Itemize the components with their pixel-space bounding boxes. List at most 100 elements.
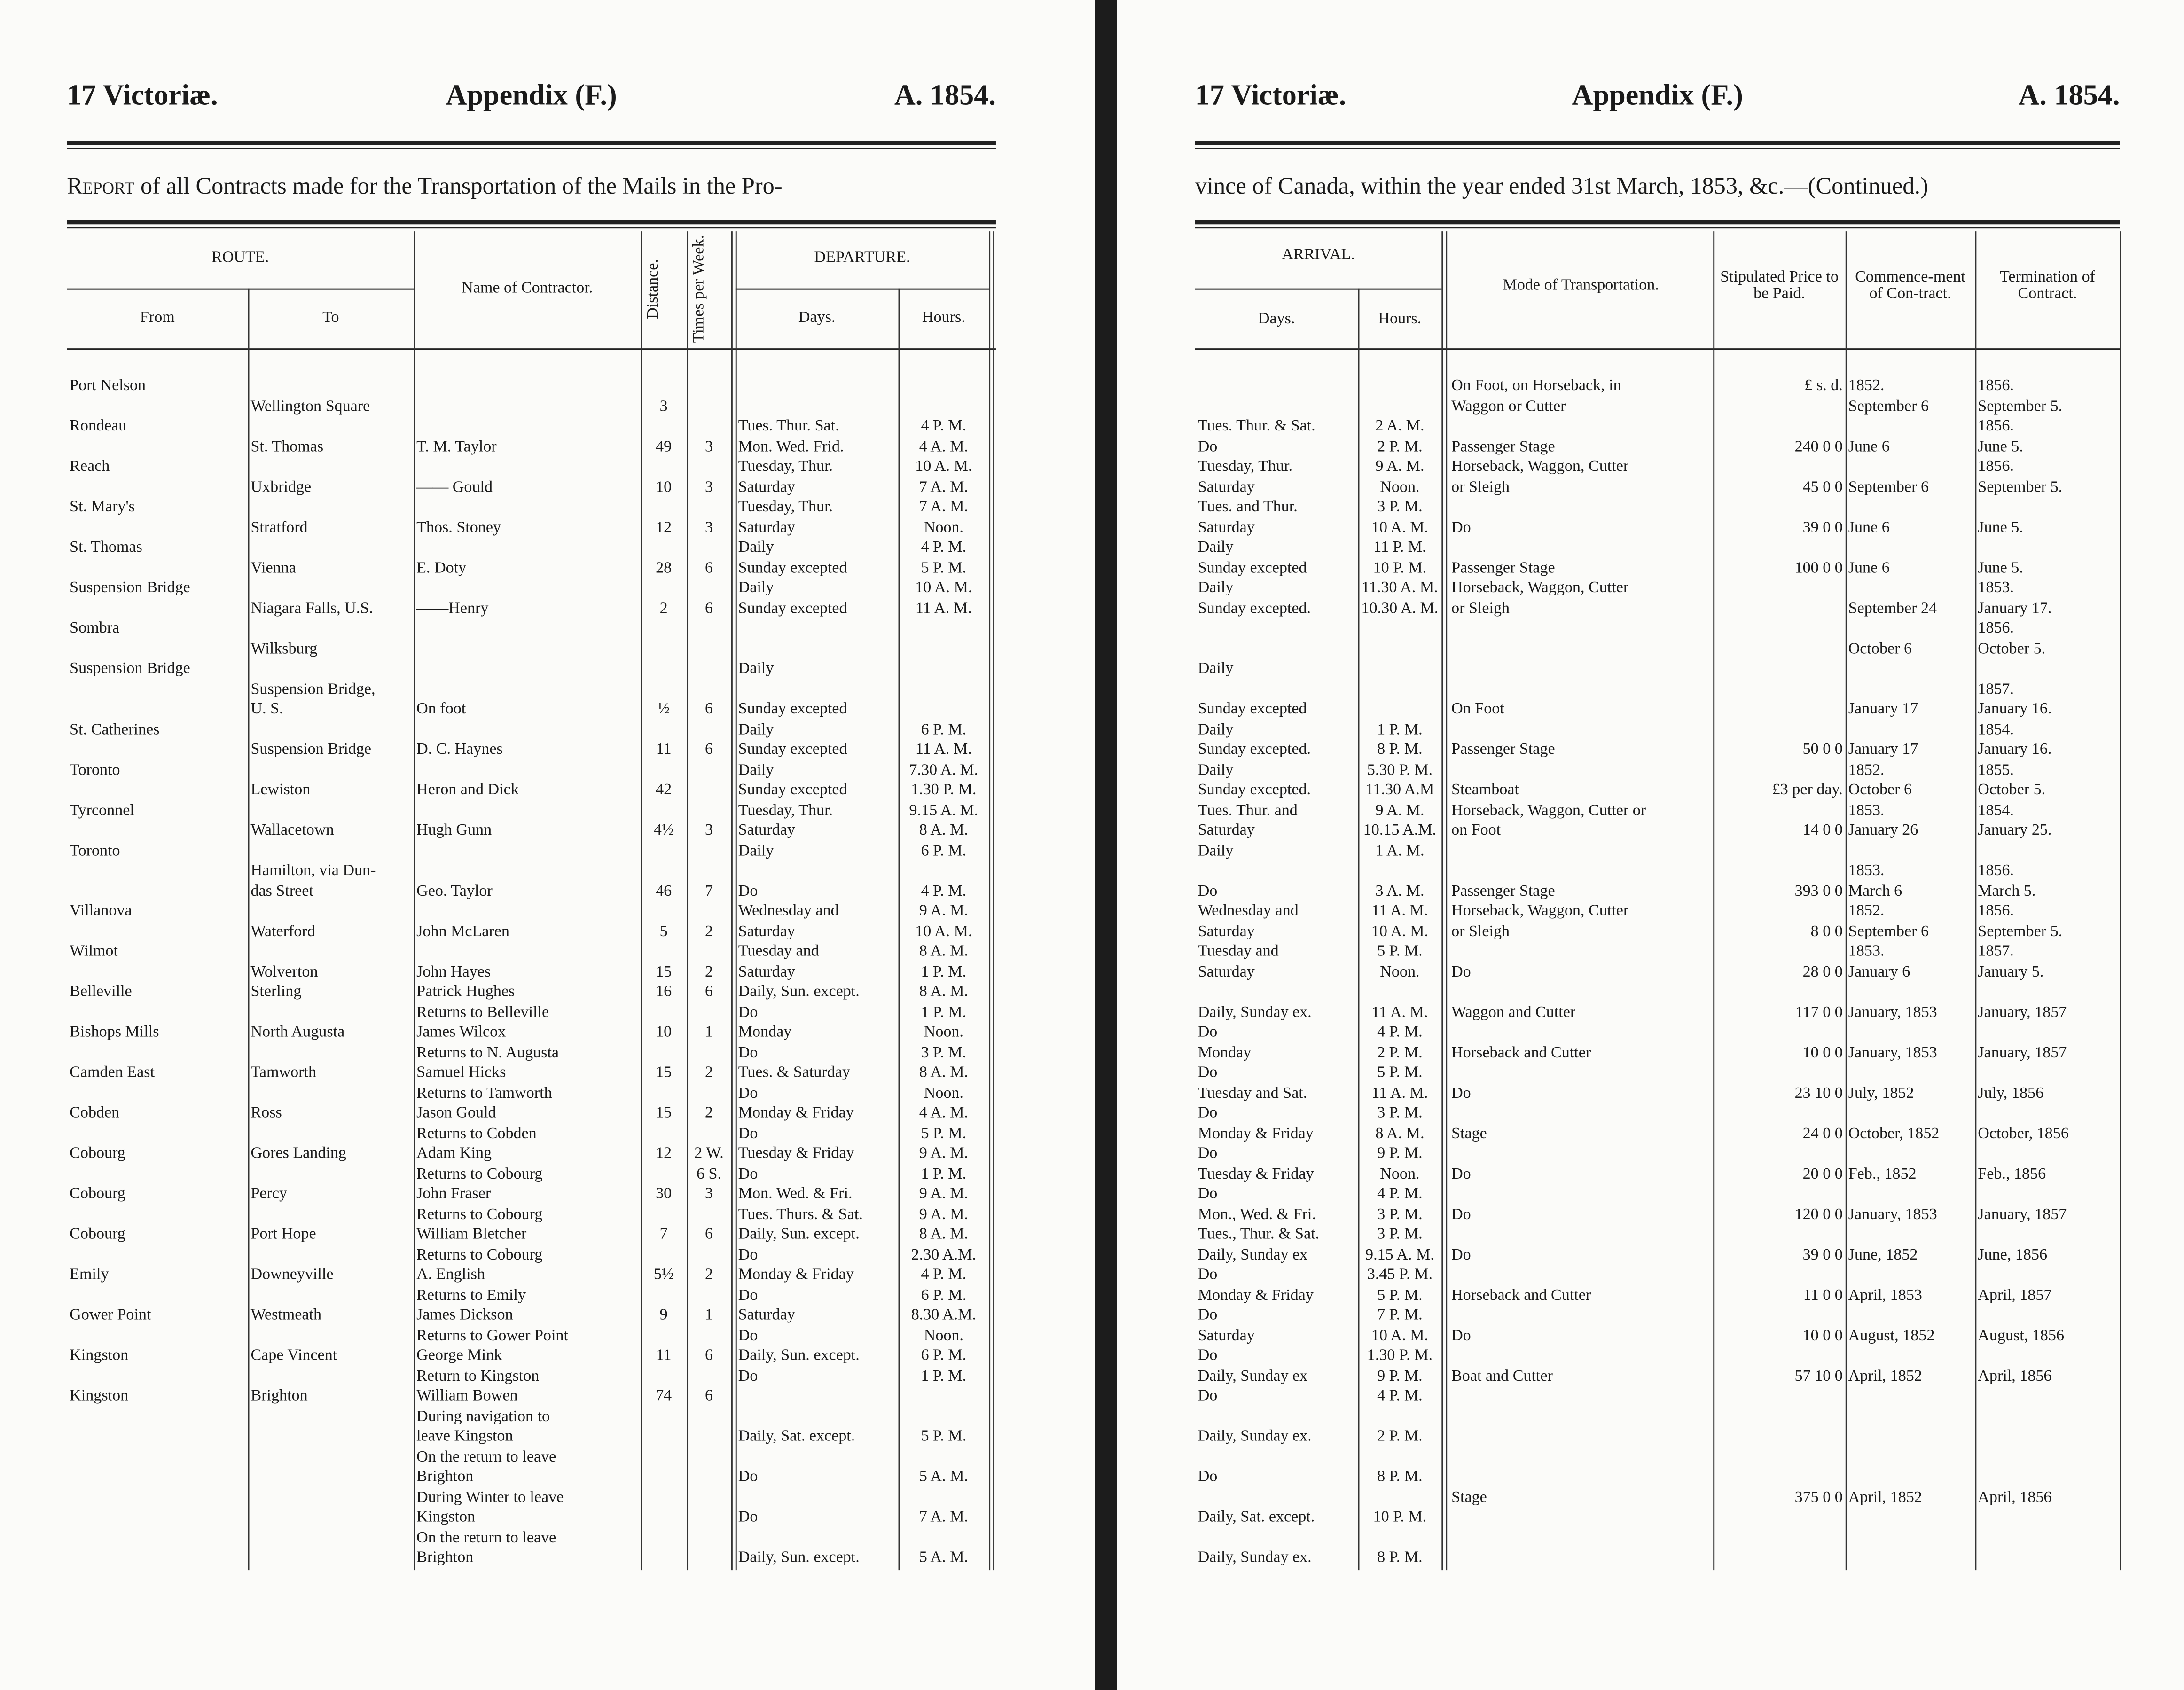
cell-hours: Noon.	[924, 519, 963, 536]
cell-hours: 4 A. M.	[919, 1104, 968, 1122]
cell-from: Rondeau	[70, 418, 127, 435]
cell-termination: March 5.	[1978, 883, 2036, 900]
column-rule	[993, 231, 995, 1571]
cell-days: Sunday excepted	[738, 782, 847, 798]
cell-days: Daily	[1198, 660, 1234, 677]
cell-commencement: July, 1852	[1848, 1084, 1914, 1102]
cell-mode: Passenger Stage	[1451, 741, 1555, 758]
cell-contractor: Adam King	[416, 1145, 492, 1162]
cell-contractor: James Dickson	[416, 1307, 513, 1324]
cell-days: Daily	[738, 660, 774, 677]
cell-price: 14 0 0	[1802, 822, 1843, 839]
cell-termination: June 5.	[1978, 438, 2023, 455]
cell-times: 3	[705, 438, 713, 455]
cell-hours: 11 A. M.	[1371, 1084, 1428, 1102]
cell-hours: 5 A. M.	[919, 1468, 968, 1486]
cell-hours: 6 P. M.	[921, 721, 967, 738]
cell-days: Saturday	[1198, 1327, 1255, 1344]
cell-commencement: January, 1853	[1848, 1003, 1937, 1021]
cell-days: Do	[738, 1165, 758, 1182]
cell-contractor: On foot	[416, 701, 466, 718]
cell-contractor: Kingston	[416, 1509, 476, 1526]
cell-hours: 4 P. M.	[921, 418, 967, 435]
cell-commencement: September 6	[1848, 398, 1929, 415]
cell-contractor: On the return to leave	[416, 1448, 556, 1465]
cell-termination: January, 1857	[1978, 1205, 2067, 1223]
cell-contractor: Returns to Emily	[416, 1286, 526, 1304]
cell-termination: January 5.	[1978, 963, 2044, 980]
cell-from: Bishops Mills	[70, 1024, 159, 1041]
cell-to: Westmeath	[250, 1307, 322, 1324]
cell-days: Tuesday and Sat.	[1198, 1084, 1307, 1102]
cell-hours: 5 P. M.	[1377, 943, 1423, 960]
cell-to: St. Thomas	[250, 438, 324, 455]
head-rule-thin	[1195, 148, 2120, 149]
cell-hours: 4 P. M.	[1377, 1024, 1423, 1041]
cell-contractor: Heron and Dick	[416, 782, 519, 798]
cell-termination: September 5.	[1978, 478, 2063, 495]
cell-hours: 1 P. M.	[921, 963, 967, 980]
cell-distance: 30	[656, 1185, 672, 1203]
cell-to: Suspension Bridge	[250, 741, 372, 758]
cell-days: Daily, Sun. except.	[738, 984, 860, 1001]
cell-hours: 9 P. M.	[1377, 1367, 1423, 1385]
column-header: Name of Contractor.	[462, 280, 593, 297]
cell-days: Saturday	[738, 963, 795, 980]
cell-distance: 5½	[653, 1266, 674, 1283]
cell-to: Lewiston	[250, 782, 311, 798]
cell-hours: 11.30 A. M.	[1362, 579, 1438, 596]
cell-to: Port Hope	[250, 1226, 316, 1243]
cell-hours: 9 A. M.	[919, 1205, 968, 1223]
cell-from: Suspension Bridge	[70, 579, 190, 596]
cell-commencement: Feb., 1852	[1848, 1165, 1917, 1182]
cell-times: 6	[705, 701, 713, 718]
cell-mode: Do	[1451, 963, 1471, 980]
cell-distance: 7	[659, 1226, 668, 1243]
cell-hours: 5 A. M.	[919, 1549, 968, 1566]
cell-termination: 1856.	[1978, 903, 2014, 920]
cell-from: Cobourg	[70, 1145, 125, 1162]
cell-hours: 10 A. M.	[915, 458, 972, 475]
cell-days: Tuesday, Thur.	[738, 802, 833, 819]
cell-distance: 5	[659, 923, 668, 940]
cell-from: Toronto	[70, 842, 120, 859]
cell-from: Tyrconnel	[70, 802, 134, 819]
cell-hours: 3 A. M.	[1375, 883, 1425, 900]
cell-distance: 15	[656, 1104, 672, 1122]
cell-days: Do	[1198, 883, 1218, 900]
cell-days: Sunday excepted	[738, 559, 847, 576]
cell-hours: 1 P. M.	[1377, 721, 1423, 738]
cell-days: Daily	[1198, 761, 1234, 778]
cell-days: Daily	[738, 539, 774, 556]
column-header: Hours.	[1378, 311, 1422, 328]
cell-price: 117 0 0	[1795, 1003, 1843, 1021]
cell-contractor: Returns to Cobourg	[416, 1205, 543, 1223]
cell-distance: 11	[656, 1347, 672, 1364]
cell-days: Sunday excepted.	[1198, 600, 1311, 617]
cell-days: Tues. Thur. & Sat.	[1198, 418, 1315, 435]
cell-termination: June, 1856	[1978, 1246, 2048, 1263]
cell-days: Daily, Sun. except.	[738, 1347, 860, 1364]
cell-mode: Do	[1451, 519, 1471, 536]
cell-days: Do	[1198, 1387, 1218, 1405]
cell-mode: Stage	[1451, 1488, 1487, 1506]
cell-hours: 9 A. M.	[1375, 458, 1425, 475]
cell-contractor: D. C. Haynes	[416, 741, 503, 758]
column-rule	[641, 231, 642, 1571]
cell-days: Monday & Friday	[1198, 1286, 1314, 1304]
cell-days: Monday & Friday	[1198, 1125, 1314, 1142]
cell-hours: 6 P. M.	[921, 842, 967, 859]
cell-to: Uxbridge	[250, 478, 312, 495]
cell-price: 20 0 0	[1802, 1165, 1843, 1182]
header-sub-rule	[1195, 288, 1442, 290]
cell-to: Wolverton	[250, 963, 318, 980]
column-rule	[1441, 231, 1443, 1571]
cell-days: Do	[738, 1286, 758, 1304]
cell-hours: 9.15 A. M.	[909, 802, 978, 819]
cell-hours: 4 P. M.	[921, 883, 967, 900]
cell-price: 28 0 0	[1802, 963, 1843, 980]
cell-distance: 12	[656, 1145, 672, 1162]
cell-hours: 10 A. M.	[915, 923, 972, 940]
cell-from: Cobourg	[70, 1226, 125, 1243]
cell-mode: Boat and Cutter	[1451, 1367, 1553, 1385]
